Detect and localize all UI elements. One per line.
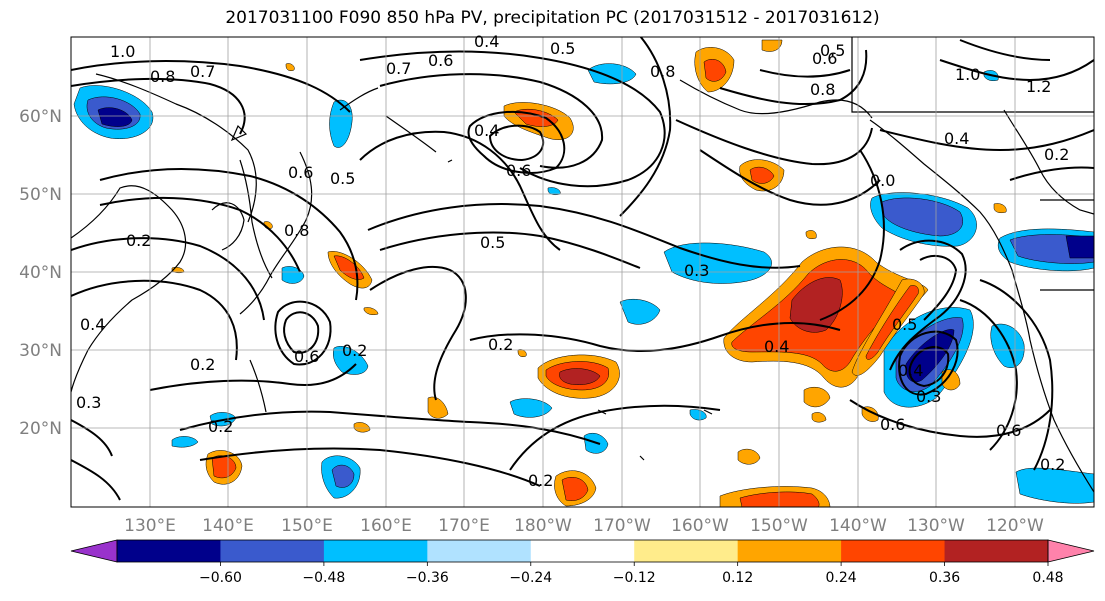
- contour-label: 0.4: [80, 315, 105, 334]
- contour-label: 0.2: [208, 417, 233, 436]
- contour-label: 0.7: [190, 62, 215, 81]
- colorbar-tick-label: −0.24: [509, 570, 552, 586]
- colorbar-tick-label: 0.48: [1032, 570, 1063, 586]
- colorbar-tick-label: 0.12: [722, 570, 753, 586]
- contour-label: 0.2: [1044, 145, 1069, 164]
- lat-tick-label: 60°N: [19, 107, 62, 127]
- colorbar-segment: [323, 540, 428, 562]
- contour-label: 0.7: [386, 59, 411, 78]
- contour-label: 1.2: [1026, 77, 1051, 96]
- contour-label: 0.6: [506, 161, 531, 180]
- colorbar-tick-label: 0.36: [929, 570, 960, 586]
- lon-tick-label: 140°E: [202, 516, 254, 536]
- contour-label: 0.5: [480, 233, 505, 252]
- colorbar-segment: [427, 540, 532, 562]
- lat-tick-label: 40°N: [19, 263, 62, 283]
- colorbar-segment: [841, 540, 946, 562]
- lon-tick-label: 120°W: [986, 516, 1044, 536]
- contour-label: 0.8: [810, 80, 835, 99]
- contour-label: 0.2: [488, 335, 513, 354]
- colorbar-segment: [944, 540, 1049, 562]
- colorbar-segment: [737, 540, 842, 562]
- contour-label: 0.5: [892, 315, 917, 334]
- contour-label: 0.6: [428, 51, 453, 70]
- contour-label: 0.6: [996, 421, 1021, 440]
- contour-label: 0.4: [474, 121, 499, 140]
- contour-label: 0.6: [294, 347, 319, 366]
- contour-label: 0.8: [150, 67, 175, 86]
- negative-anomaly-areas: [73, 63, 1094, 504]
- contour-label: 0.6: [880, 415, 905, 434]
- latitude-labels: 60°N 50°N 40°N 30°N 20°N: [19, 107, 62, 439]
- contour-label: 0.2: [126, 231, 151, 250]
- contour-label: 1.0: [110, 42, 135, 61]
- contour-label: 0.6: [812, 49, 837, 68]
- longitude-labels: 130°E 140°E 150°E 160°E 170°E 180°W 170°…: [124, 516, 1044, 536]
- colorbar-tick-label: −0.60: [199, 570, 242, 586]
- contour-label: 0.2: [190, 355, 215, 374]
- map-title: 2017031100 F090 850 hPa PV, precipitatio…: [225, 8, 880, 28]
- lon-tick-label: 160°W: [671, 516, 729, 536]
- contour-label: 0.8: [650, 62, 675, 81]
- pv-contours: [71, 37, 1094, 501]
- lon-tick-label: 170°E: [438, 516, 490, 536]
- contour-label: 0.3: [916, 387, 941, 406]
- contour-label: 0.4: [474, 32, 499, 51]
- graticule: [71, 37, 1094, 507]
- contour-label: 0.2: [342, 341, 367, 360]
- contour-labels: 1.0 0.8 0.7 0.4 0.6 0.5 0.7 0.8 0.5 0.6 …: [76, 32, 1069, 490]
- colorbar-segment: [117, 540, 221, 562]
- contour-label: 0.2: [528, 471, 553, 490]
- lon-tick-label: 130°W: [907, 516, 965, 536]
- map-frame: [70, 36, 1095, 508]
- contour-label: 0.6: [288, 163, 313, 182]
- contour-label: 0.8: [284, 221, 309, 240]
- contour-label: 0.0: [870, 171, 895, 190]
- colorbar: −0.60 −0.48 −0.36 −0.24 −0.12 0.12 0.24 0.36 0.4…: [70, 539, 1095, 586]
- lat-tick-label: 50°N: [19, 185, 62, 205]
- lon-tick-label: 140°W: [829, 516, 887, 536]
- lon-tick-label: 160°E: [360, 516, 412, 536]
- contour-label: 0.2: [1040, 455, 1065, 474]
- contour-label: 0.5: [330, 169, 355, 188]
- colorbar-segment: [634, 540, 739, 562]
- colorbar-tick-label: −0.36: [406, 570, 449, 586]
- colorbar-extend-min: [70, 539, 118, 563]
- contour-label: 0.4: [898, 361, 923, 380]
- colorbar-extend-max: [1047, 539, 1095, 563]
- lat-tick-label: 30°N: [19, 341, 62, 361]
- colorbar-tick-label: 0.24: [826, 570, 857, 586]
- colorbar-segment: [530, 540, 635, 562]
- contour-label: 0.3: [76, 393, 101, 412]
- contour-label: 0.4: [944, 129, 969, 148]
- colorbar-segment: [220, 540, 325, 562]
- lat-tick-label: 20°N: [19, 419, 62, 439]
- colorbar-frame: [116, 539, 1049, 563]
- colorbar-tick-label: −0.48: [302, 570, 345, 586]
- lon-tick-label: 150°W: [750, 516, 808, 536]
- contour-label: 0.4: [764, 337, 789, 356]
- lon-tick-label: 130°E: [124, 516, 176, 536]
- lon-tick-label: 150°E: [281, 516, 333, 536]
- contour-label: 0.5: [820, 41, 845, 60]
- contour-label: 0.3: [684, 261, 709, 280]
- colorbar-tick-label: −0.12: [613, 570, 656, 586]
- lon-tick-label: 180°W: [514, 516, 572, 536]
- contour-label: 0.5: [550, 39, 575, 58]
- lon-tick-label: 170°W: [593, 516, 651, 536]
- contour-label: 1.0: [955, 65, 980, 84]
